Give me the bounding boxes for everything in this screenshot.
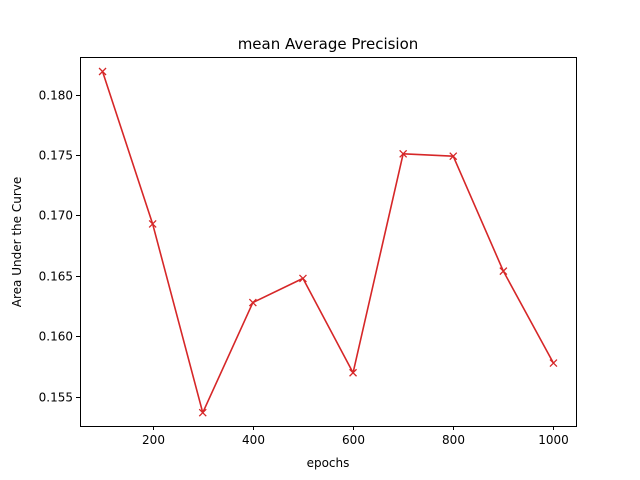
y-tick-label: 0.170 <box>39 209 73 223</box>
series-layer <box>98 67 558 417</box>
data-point-marker <box>449 152 458 161</box>
x-tick-label: 200 <box>142 433 165 447</box>
x-tick-label: 400 <box>242 433 265 447</box>
plot-area-frame <box>80 57 577 427</box>
x-tick-label: 800 <box>442 433 465 447</box>
x-tick-label: 1000 <box>538 433 569 447</box>
data-point-marker <box>248 298 257 307</box>
data-point-marker <box>399 149 408 158</box>
data-point-marker <box>349 368 358 377</box>
x-tick-label: 600 <box>342 433 365 447</box>
y-axis-ticks: 0.155 0.160 0.165 0.170 0.175 0.180 <box>39 89 80 405</box>
y-tick-label: 0.180 <box>39 89 73 103</box>
data-point-marker <box>98 67 107 76</box>
x-axis-label: epochs <box>307 456 350 470</box>
data-point-marker <box>549 359 558 368</box>
data-point-marker <box>198 408 207 417</box>
series-line <box>101 70 555 414</box>
y-tick-label: 0.160 <box>39 330 73 344</box>
y-tick-label: 0.175 <box>39 149 73 163</box>
y-tick-label: 0.155 <box>39 391 73 405</box>
y-tick-label: 0.165 <box>39 270 73 284</box>
data-point-marker <box>148 219 157 228</box>
x-axis-ticks: 200 400 600 800 1000 <box>142 426 569 447</box>
data-point-marker <box>499 267 508 276</box>
chart-title: mean Average Precision <box>238 35 419 53</box>
data-point-marker <box>298 274 307 283</box>
y-axis-label: Area Under the Curve <box>10 177 24 307</box>
